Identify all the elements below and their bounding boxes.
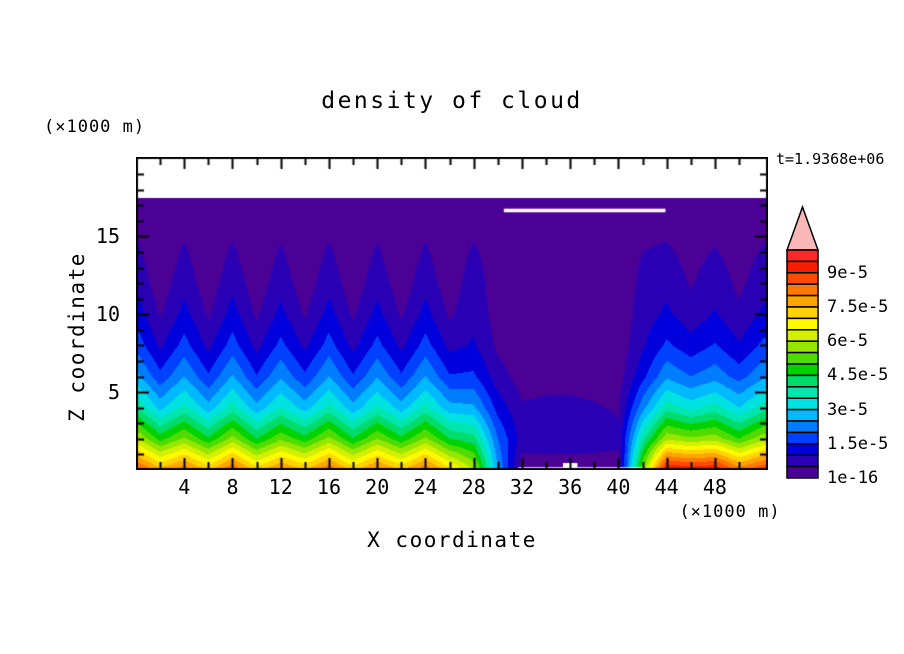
colorbar-cell: [786, 420, 819, 434]
x-axis-title: X coordinate: [367, 528, 537, 552]
colorbar-cell: [786, 363, 819, 377]
colorbar-cell: [786, 340, 819, 354]
colorbar-cell: [786, 454, 819, 468]
colorbar-cell: [786, 306, 819, 320]
colorbar-tick-label: 4.5e-5: [827, 365, 889, 386]
colorbar-tick-label: 1e-16: [827, 468, 879, 488]
x-tick-label: 28: [461, 475, 486, 499]
x-tick-label: 12: [268, 475, 293, 499]
colorbar-cell: [786, 329, 819, 342]
colorbar-cell: [786, 443, 819, 456]
x-tick-label: 48: [702, 475, 727, 499]
colorbar-cell: [786, 386, 819, 399]
x-tick-label: 8: [226, 475, 239, 499]
colorbar-tick-label: 1.5e-5: [827, 433, 889, 454]
colorbar-cell: [786, 317, 819, 331]
colorbar-cell: [786, 465, 819, 479]
colorbar-cell: [786, 431, 819, 445]
x-axis-unit-label: (×1000 m): [679, 502, 781, 522]
colorbar-tick-label: 3e-5: [827, 399, 868, 420]
colorbar-cell: [786, 249, 819, 263]
z-tick-label: 10: [95, 302, 120, 327]
colorbar-cell: [786, 283, 819, 297]
z-axis-unit-label: (×1000 m): [44, 117, 146, 137]
colorbar-tick-label: 7.5e-5: [827, 297, 889, 317]
colorbar-cell: [786, 397, 819, 411]
x-tick-label: 16: [316, 475, 342, 499]
colorbar-tick-label: 6e-5: [827, 331, 868, 352]
x-tick-label: 44: [654, 475, 679, 499]
x-tick-label: 20: [365, 475, 390, 499]
colorbar-cell: [786, 294, 819, 308]
colorbar-overflow-triangle: [785, 205, 820, 251]
x-tick-label: 36: [558, 475, 583, 499]
x-tick-label: 4: [178, 475, 191, 499]
x-tick-label: 40: [606, 475, 631, 499]
z-tick-label: 5: [107, 380, 120, 405]
colorbar-cell: [786, 351, 819, 365]
contour-plot-canvas: [136, 157, 768, 470]
chart-title: density of cloud: [321, 88, 583, 114]
colorbar-cell: [786, 260, 819, 274]
colorbar-cell: [786, 374, 819, 388]
time-annotation: t=1.9368e+06: [776, 150, 885, 168]
colorbar: [785, 205, 820, 479]
colorbar-cell: [786, 272, 819, 285]
colorbar-cell: [786, 408, 819, 422]
x-tick-label: 24: [413, 475, 438, 499]
z-tick-label: 15: [95, 224, 120, 249]
x-tick-label: 32: [509, 475, 534, 499]
colorbar-tick-label: 9e-5: [827, 262, 868, 283]
